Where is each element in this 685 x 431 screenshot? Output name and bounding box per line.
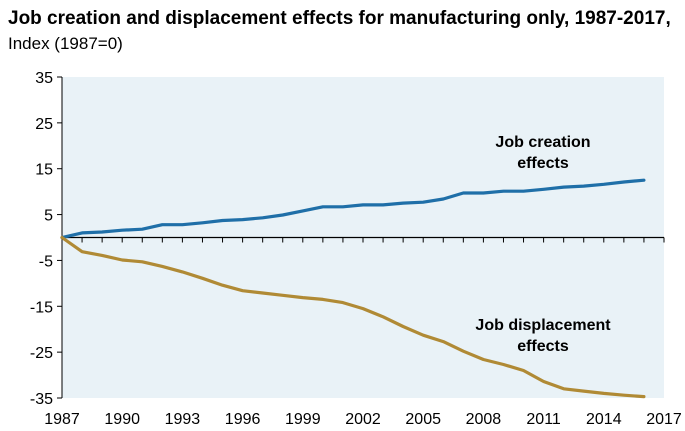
series-group [60,178,646,399]
x-tick-label: 2008 [466,411,502,428]
chart-title: Job creation and displacement effects fo… [8,6,678,56]
series-label-1: Job displacement effects [475,317,611,355]
series-label-0: Job creation effects [495,134,590,172]
x-tick-label: 2002 [345,411,381,428]
x-tick-label: 1993 [165,411,201,428]
y-tick-label: -5 [39,253,53,270]
x-tick-label: 1990 [104,411,140,428]
series-line-1 [60,235,646,399]
y-tick-label: -15 [30,299,53,316]
x-tick-label: 2017 [646,411,682,428]
x-tick-label: 1999 [285,411,321,428]
y-tick-label: 15 [35,162,53,179]
series-line-0 [60,178,646,240]
y-axis: 35 25 15 5 -5 -15 -25 -35 [30,70,63,408]
y-tick-label: -35 [30,391,53,408]
x-tick-label: 1987 [44,411,80,428]
x-tick-label: 1996 [225,411,261,428]
y-tick-label: 5 [44,208,53,225]
y-tick-label: 35 [35,70,53,87]
y-tick-label: -25 [30,345,53,362]
chart-title-text: Job creation and displacement effects fo… [8,8,671,29]
x-axis: 1987 1990 1993 1996 1999 2002 2005 2008 2011 2014… [44,236,682,428]
x-tick-label: 2014 [586,411,622,428]
series-labels: Job creation effects Job displacement effec… [475,134,611,355]
x-tick-label: 2005 [405,411,441,428]
chart-unit-label: Index (1987=0) [8,34,123,53]
y-tick-label: 25 [35,116,53,133]
x-tick-label: 2011 [526,411,561,428]
